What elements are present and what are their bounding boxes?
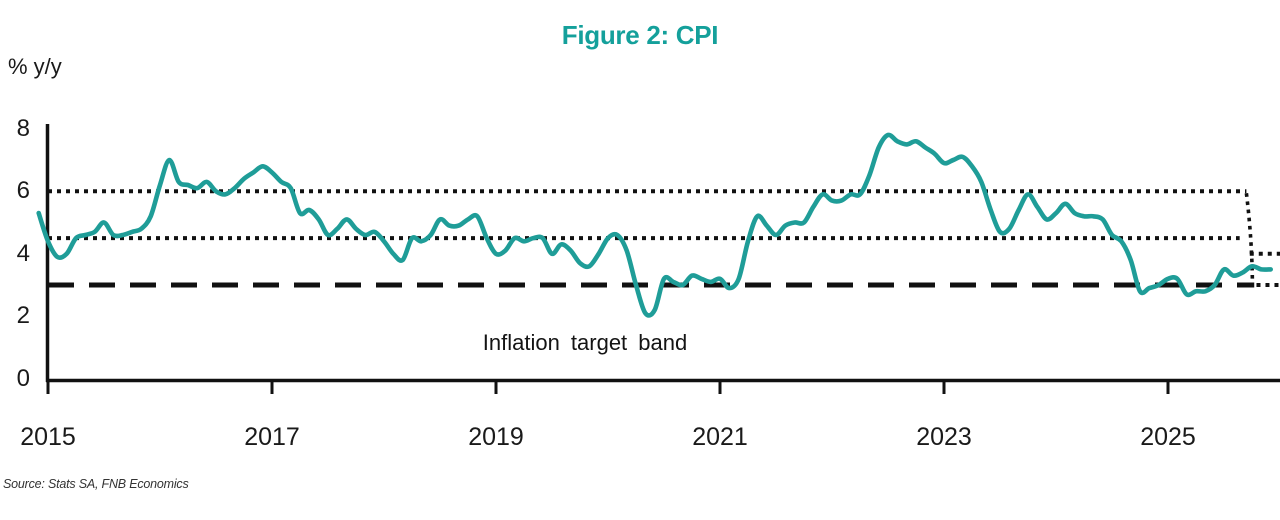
x-tick-label: 2015 (20, 423, 76, 451)
x-tick-label: 2023 (916, 423, 972, 451)
source-note: Source: Stats SA, FNB Economics (3, 477, 189, 491)
cpi-line (36, 132, 1273, 318)
y-tick-label: 4 (16, 239, 30, 267)
y-tick-label: 8 (16, 114, 30, 142)
y-tick-label: 0 (16, 364, 30, 392)
y-tick-label: 2 (16, 302, 30, 330)
x-axis-ticks-group (46, 381, 1170, 394)
chart-title: Figure 2: CPI (561, 20, 719, 50)
x-tick-label: 2019 (468, 423, 524, 451)
x-tick-label: 2017 (244, 423, 300, 451)
inflation-target-band-label: Inflation target band (482, 330, 688, 355)
reference-lines-group (48, 189, 1280, 288)
band-step-down-line (1244, 193, 1255, 283)
x-tick-label: 2021 (692, 423, 748, 451)
y-axis-unit-label: % y/y (8, 54, 62, 79)
x-tick-label: 2025 (1140, 423, 1196, 451)
y-tick-label: 6 (16, 177, 30, 205)
